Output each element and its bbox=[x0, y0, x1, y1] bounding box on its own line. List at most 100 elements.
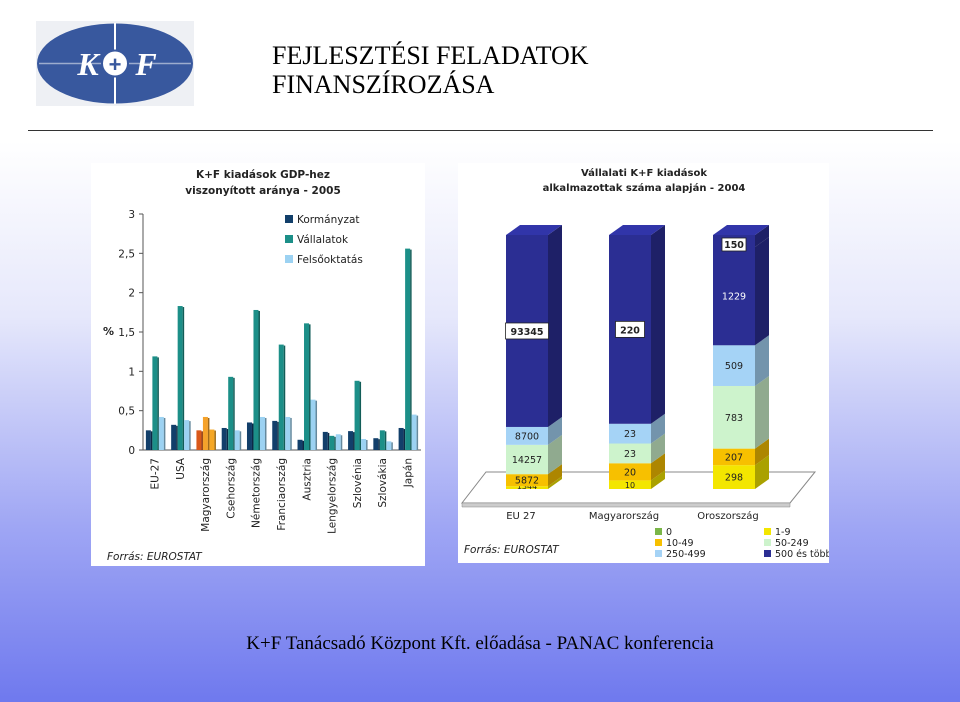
chart1-bar-side bbox=[157, 357, 159, 450]
chart1-bar bbox=[158, 416, 164, 450]
chart1-source: Forrás: EUROSTAT bbox=[107, 551, 203, 563]
chart2-segment bbox=[609, 423, 651, 444]
chart2-legend-swatch bbox=[764, 550, 771, 557]
chart1-bar-side bbox=[258, 310, 260, 450]
chart2-legend-swatch bbox=[655, 539, 662, 546]
chart1-bar-side bbox=[207, 417, 210, 450]
chart2-segment-side bbox=[755, 438, 769, 466]
chart2-segment-label: 509 bbox=[725, 361, 743, 372]
chart1-bar bbox=[335, 434, 341, 450]
chart1-bar-side bbox=[182, 307, 185, 450]
chart1-bar-side bbox=[359, 381, 362, 450]
chart2-segment-side bbox=[651, 470, 665, 489]
chart1-bar-side bbox=[239, 431, 242, 450]
chart2-segment-label: 1344 bbox=[517, 482, 537, 491]
chart2-legend-label: 1-9 bbox=[775, 527, 791, 538]
chart1-bar-side bbox=[353, 432, 355, 450]
chart2-category-label: Oroszország bbox=[697, 510, 759, 522]
chart2-callout-label: 93345 bbox=[510, 327, 543, 338]
svg-text:+: + bbox=[109, 52, 122, 77]
chart1-bar bbox=[259, 416, 265, 450]
chart2-bar-top bbox=[506, 225, 562, 235]
chart1-legend-swatch bbox=[285, 255, 293, 263]
chart1-bar-side bbox=[189, 421, 191, 450]
svg-text:F: F bbox=[134, 46, 156, 82]
chart2-title-line2: alkalmazottak száma alapján - 2004 bbox=[543, 182, 746, 194]
chart2-segment-label: 5872 bbox=[515, 476, 539, 487]
kf-logo: K + F bbox=[36, 21, 194, 106]
chart2-callout-label: 220 bbox=[620, 325, 640, 336]
chart1-bar-side bbox=[327, 432, 330, 450]
title-line-1: FEJLESZTÉSI FELADATOK bbox=[272, 41, 589, 70]
chart1-category-label: Lengyelország bbox=[327, 458, 339, 534]
chart2-segment bbox=[506, 444, 548, 475]
chart1-y-tick-label: 0,5 bbox=[118, 406, 135, 418]
chart1-y-tick-label: 0 bbox=[128, 445, 135, 457]
chart1-legend-label: Felsőoktatás bbox=[297, 254, 363, 266]
chart1-bar-side bbox=[384, 431, 387, 450]
chart2-segment-side bbox=[651, 413, 665, 444]
chart1-bar bbox=[310, 399, 316, 450]
slide-title: FEJLESZTÉSI FELADATOK FINANSZÍROZÁSA bbox=[272, 41, 589, 99]
chart2-callout-box bbox=[721, 237, 747, 252]
chart1-bar bbox=[177, 306, 183, 450]
chart2-segment bbox=[713, 465, 755, 489]
chart1-category-label: Csehország bbox=[225, 458, 237, 519]
chart2-segment-side bbox=[651, 433, 665, 464]
chart1-bar-side bbox=[366, 439, 368, 450]
chart1-bar-side bbox=[302, 440, 305, 450]
chart2-bar-top bbox=[609, 225, 665, 235]
chart2-bar-top bbox=[713, 225, 769, 235]
chart2-segment-label: 207 bbox=[725, 452, 743, 463]
chart1-category-label: Magyarország bbox=[200, 458, 212, 532]
chart1-bar bbox=[196, 430, 202, 450]
chart1-y-tick-label: 1,5 bbox=[118, 327, 135, 339]
chart1-bar-side bbox=[309, 324, 311, 450]
chart1-bar bbox=[228, 376, 234, 450]
chart1-category-label: Ausztria bbox=[301, 458, 313, 501]
chart2-segment bbox=[609, 480, 651, 489]
chart2-legend-swatch bbox=[764, 539, 771, 546]
chart1-category-label: Szlovákia bbox=[377, 458, 389, 508]
chart1-bar-side bbox=[264, 417, 267, 450]
chart1-bar bbox=[398, 427, 404, 450]
chart1-bar bbox=[202, 416, 208, 450]
chart1-bar-side bbox=[334, 436, 336, 450]
chart1-y-tick-label: 2,5 bbox=[118, 248, 135, 260]
chart1-bar bbox=[329, 435, 335, 450]
chart2-segment-label: 783 bbox=[725, 413, 743, 424]
chart1-bar bbox=[209, 429, 215, 450]
chart1-bar-side bbox=[290, 417, 292, 450]
chart1-bar bbox=[373, 438, 379, 450]
chart1-bar-side bbox=[233, 377, 235, 450]
chart1-bar bbox=[272, 420, 278, 450]
chart1-bar bbox=[304, 323, 310, 450]
chart2-segment-side bbox=[548, 476, 562, 489]
footer-text: K+F Tanácsadó Központ Kft. előadása - PA… bbox=[246, 633, 714, 654]
company-rd-chart-svg: Vállalati K+F kiadások alkalmazottak szám… bbox=[460, 167, 832, 560]
gdp-rd-chart: K+F kiadások GDP-hez viszonyított aránya … bbox=[91, 163, 425, 566]
title-line-2: FINANSZÍROZÁSA bbox=[272, 70, 495, 99]
chart2-callout-label: 150 bbox=[724, 240, 744, 251]
chart1-bar bbox=[386, 441, 392, 450]
chart1-bar bbox=[221, 427, 227, 450]
chart1-bar bbox=[354, 380, 360, 450]
chart2-callout-box bbox=[505, 322, 549, 340]
chart1-category-label: Németország bbox=[251, 458, 263, 528]
chart2-legend-swatch bbox=[655, 528, 662, 535]
chart1-y-tick-label: 2 bbox=[128, 288, 135, 300]
chart1-bar-side bbox=[251, 423, 254, 450]
chart2-legend-swatch bbox=[655, 550, 662, 557]
chart2-segment-side bbox=[548, 464, 562, 487]
chart1-bar-side bbox=[176, 425, 178, 450]
chart2-segment bbox=[713, 246, 755, 346]
svg-text:K: K bbox=[76, 46, 101, 82]
chart1-category-label: Japán bbox=[402, 458, 414, 488]
chart2-segment bbox=[713, 385, 755, 449]
chart2-legend-label: 250-499 bbox=[666, 549, 706, 560]
chart2-segment bbox=[609, 463, 651, 481]
chart1-bar bbox=[234, 430, 240, 450]
chart1-bar-side bbox=[150, 431, 153, 450]
chart1-bar-side bbox=[214, 430, 216, 450]
chart1-bar bbox=[278, 344, 284, 450]
